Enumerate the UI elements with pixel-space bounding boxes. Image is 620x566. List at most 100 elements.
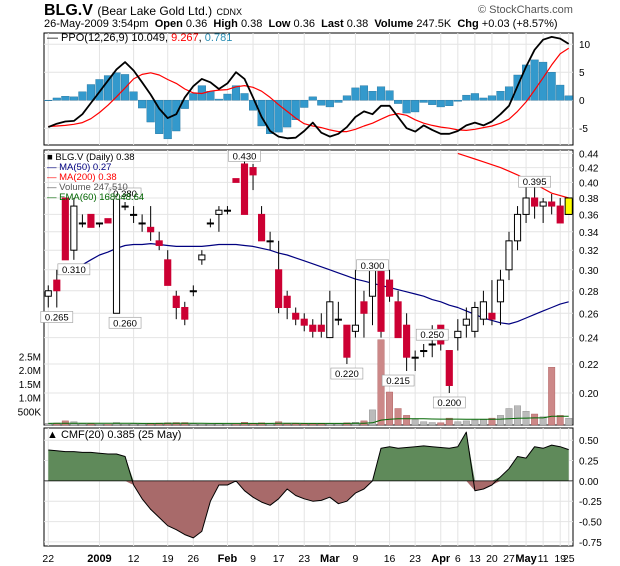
- ppo-histogram-bar: [334, 99, 343, 103]
- ppo-histogram-bar: [496, 91, 505, 101]
- ppo-histogram-bar: [61, 96, 70, 101]
- ppo-histogram-bar: [547, 71, 556, 101]
- ppo-histogram-bar: [564, 95, 573, 101]
- price-tick-label: 0.22: [579, 360, 599, 371]
- volume-bar: [198, 423, 206, 426]
- ppo-histogram-bar: [394, 99, 403, 104]
- price-callout-box: [518, 175, 551, 188]
- ppo-histogram-bar: [138, 99, 147, 109]
- volume-bar: [300, 423, 308, 426]
- x-axis-label: 12: [128, 553, 140, 565]
- candle-body: [130, 213, 138, 216]
- volume-bar: [565, 417, 573, 426]
- candle-body: [309, 324, 317, 332]
- candle-body: [454, 330, 462, 339]
- volume-bar: [44, 423, 52, 426]
- stockcharts-watermark: © StockCharts.com: [478, 4, 573, 16]
- candle-body: [223, 209, 232, 212]
- candle-body: [471, 306, 479, 332]
- volume-bar: [164, 422, 172, 426]
- volume-bar: [369, 409, 376, 426]
- candle-body: [172, 295, 180, 308]
- price-callout-box: [381, 374, 415, 387]
- ppo-histogram-bar: [342, 95, 351, 101]
- candle-body: [420, 350, 428, 353]
- x-axis-label: 19: [554, 553, 566, 565]
- ma50-line: [82, 243, 569, 325]
- x-axis-label: 6: [455, 553, 461, 565]
- ppo-tick-label: 0: [579, 96, 585, 107]
- price-tick-label: 0.30: [579, 266, 599, 277]
- candle-body: [249, 167, 257, 176]
- volume-bar: [514, 405, 521, 426]
- candle-body: [147, 226, 155, 233]
- price-callout-box: [330, 367, 364, 380]
- volume-tick-label: 500K: [18, 407, 42, 418]
- price-callout-label: 0.310: [62, 265, 86, 276]
- volume-bar: [445, 417, 453, 426]
- x-axis-label: 13: [469, 553, 481, 565]
- price-callout-box: [57, 263, 91, 276]
- ppo-histogram-bar: [359, 85, 368, 101]
- x-axis-label: 17: [273, 553, 285, 565]
- candle-body: [351, 324, 359, 332]
- ticker-symbol: BLG.V: [44, 2, 93, 19]
- volume-bar: [420, 421, 428, 426]
- ppo-line: [47, 36, 570, 140]
- ppo-legend-name: — PPO(12,26,9): [47, 32, 131, 44]
- ppo-legend-value: 10.049,: [131, 32, 171, 44]
- ppo-histogram-bar: [103, 75, 113, 101]
- ppo-tick-label: -5: [579, 124, 588, 135]
- price-legend-entry: — EMA(60) 168048.64: [47, 192, 144, 203]
- x-axis-label: 20: [486, 553, 498, 565]
- price-callout-label: 0.250: [420, 330, 444, 341]
- price-callout-box: [108, 316, 142, 329]
- candle-body: [232, 178, 240, 183]
- quote-datetime: 26-May-2009 3:54pm: [44, 18, 149, 30]
- ppo-histogram-bar: [291, 99, 300, 120]
- quote-high: High 0.38: [213, 18, 263, 30]
- price-legend-entry: — Volume 247,510: [47, 182, 128, 193]
- ppo-tick-label: 10: [579, 40, 591, 51]
- candle-body: [104, 218, 112, 224]
- ppo-histogram-bar: [95, 79, 104, 101]
- x-axis-label: 23: [409, 553, 421, 565]
- x-axis-label: 25: [563, 553, 575, 565]
- quote-summary: 26-May-2009 3:54pm Open 0.36 High 0.38 L…: [44, 18, 558, 30]
- ppo-histogram-bar: [266, 99, 275, 134]
- volume-bar: [505, 408, 513, 426]
- cmf-negative-area: [48, 480, 569, 538]
- x-axis-label: 27: [503, 553, 515, 565]
- volume-bar: [428, 422, 436, 426]
- price-tick-label: 0.26: [579, 309, 599, 320]
- candle-body: [53, 279, 61, 292]
- ppo-histogram-bar: [470, 93, 479, 101]
- chart-title: BLG.V (Bear Lake Gold Ltd.) CDNX: [44, 2, 242, 20]
- ppo-histogram-bar: [411, 99, 420, 113]
- ppo-histogram-bar: [129, 91, 138, 101]
- candle-body: [531, 197, 539, 207]
- candle-body: [164, 259, 172, 286]
- cmf-positive-area: [48, 432, 569, 481]
- ppo-histogram-bar: [44, 99, 53, 101]
- volume-bar: [471, 419, 479, 426]
- ppo-histogram-bar: [223, 93, 232, 101]
- candle-body: [488, 312, 496, 320]
- volume-bar: [462, 420, 470, 426]
- ma200-line: [457, 152, 569, 199]
- ppo-signal-line: [48, 47, 570, 133]
- last-candle-highlight: [564, 197, 573, 215]
- volume-tick-label: 1.0M: [19, 394, 41, 405]
- ppo-histogram-bar: [274, 99, 283, 133]
- ppo-histogram-bar: [522, 64, 531, 101]
- candle-body: [95, 222, 104, 225]
- x-axis-label: Feb: [218, 553, 238, 565]
- price-callout-label: 0.200: [437, 398, 461, 409]
- candle-body: [275, 269, 283, 308]
- ppo-histogram-bar: [556, 84, 565, 101]
- cmf-tick-label: 0.50: [579, 436, 599, 447]
- x-axis-label: 2009: [87, 553, 111, 565]
- ppo-histogram-bar: [539, 61, 548, 101]
- volume-bar: [189, 423, 197, 426]
